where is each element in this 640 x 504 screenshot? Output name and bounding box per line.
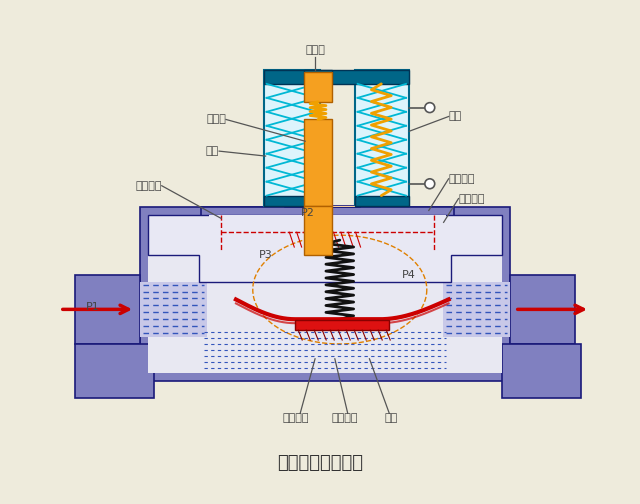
- Bar: [355, 70, 409, 206]
- Text: 导阀阀座: 导阀阀座: [449, 174, 475, 184]
- Polygon shape: [209, 215, 445, 250]
- Bar: [443, 282, 502, 337]
- Bar: [75, 344, 154, 398]
- Bar: [148, 215, 502, 372]
- Bar: [289, 206, 356, 208]
- Bar: [148, 282, 207, 337]
- Text: 平衡孔道: 平衡孔道: [135, 181, 162, 191]
- Bar: [304, 70, 332, 84]
- Bar: [202, 208, 454, 250]
- Text: 定铁心: 定铁心: [305, 45, 325, 55]
- Text: 管道联系式电磁阀: 管道联系式电磁阀: [277, 454, 363, 472]
- Bar: [140, 208, 510, 381]
- Text: P2: P2: [301, 209, 315, 218]
- Bar: [304, 206, 332, 255]
- Bar: [510, 275, 575, 344]
- Bar: [295, 320, 389, 330]
- Bar: [209, 215, 445, 250]
- Bar: [502, 344, 581, 398]
- Text: 溢压孔道: 溢压孔道: [458, 194, 485, 204]
- Text: 弹簧: 弹簧: [449, 111, 462, 121]
- Bar: [304, 72, 332, 102]
- Bar: [355, 196, 409, 206]
- Text: 线圈: 线圈: [206, 146, 219, 156]
- Text: 主阀阀座: 主阀阀座: [282, 413, 308, 423]
- Bar: [264, 70, 320, 206]
- Bar: [264, 70, 409, 84]
- Bar: [75, 275, 140, 344]
- Polygon shape: [148, 215, 502, 282]
- Bar: [140, 282, 195, 337]
- Bar: [456, 282, 510, 337]
- Text: P3: P3: [259, 250, 273, 260]
- Circle shape: [425, 179, 435, 188]
- Bar: [285, 206, 360, 208]
- Bar: [304, 119, 332, 206]
- Text: P1: P1: [86, 302, 99, 312]
- Bar: [264, 196, 320, 206]
- Text: 主阀阀芯: 主阀阀芯: [332, 413, 358, 423]
- Text: 动铁心: 动铁心: [206, 114, 226, 124]
- Circle shape: [425, 103, 435, 112]
- Text: 膜片: 膜片: [385, 413, 398, 423]
- Text: P4: P4: [402, 270, 416, 280]
